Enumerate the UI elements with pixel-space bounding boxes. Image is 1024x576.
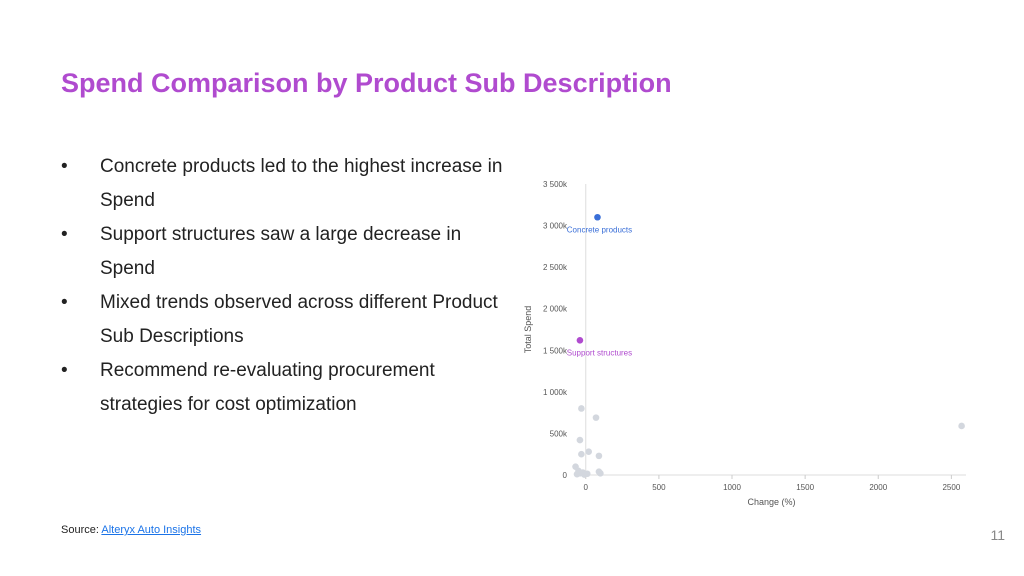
slide-title: Spend Comparison by Product Sub Descript… xyxy=(61,68,672,98)
bullet-list: • Concrete products led to the highest in… xyxy=(61,150,521,422)
point-label: Concrete products xyxy=(567,225,632,234)
data-point xyxy=(573,470,581,478)
x-tick-label: 1500 xyxy=(796,483,814,492)
data-point xyxy=(578,450,585,458)
data-point xyxy=(595,452,603,460)
y-tick-label: 3 000k xyxy=(543,222,568,231)
y-tick-label: 500k xyxy=(550,429,568,438)
x-tick-label: 0 xyxy=(584,483,589,492)
scatter-chart: 0 500k 1 000k 1 500k 2 000k 2 500k 3 000k 3 500… xyxy=(523,180,966,507)
data-point xyxy=(597,470,604,477)
page-number: 11 xyxy=(990,527,1005,543)
data-point xyxy=(585,448,592,456)
y-tick-label: 2 500k xyxy=(543,263,568,272)
y-tick-label: 0 xyxy=(563,471,568,480)
bullet-text: Support structures saw a large decrease … xyxy=(100,224,462,279)
bullet-item: • Support structures saw a large decrease… xyxy=(61,218,521,286)
point-label: Support structures xyxy=(567,348,632,357)
data-point xyxy=(958,422,965,430)
bullet-text: Mixed trends observed across different P… xyxy=(100,292,498,347)
source-note: Source: Alteryx Auto Insights xyxy=(61,524,201,536)
bullet-text: Recommend re-evaluating procurement stra… xyxy=(100,360,435,415)
bullet-item: • Mixed trends observed across different … xyxy=(61,286,521,354)
x-axis-title: Change (%) xyxy=(747,497,795,507)
y-tick-label: 3 500k xyxy=(543,180,568,189)
bullet-text: Concrete products led to the highest inc… xyxy=(100,156,503,211)
source-link[interactable]: Alteryx Auto Insights xyxy=(101,524,202,536)
bullet-marker: • xyxy=(61,292,68,313)
bullet-item: • Recommend re-evaluating procurement str… xyxy=(61,354,521,422)
bullet-marker: • xyxy=(61,360,68,381)
x-tick-label: 1000 xyxy=(723,483,741,492)
data-point xyxy=(578,405,585,412)
bullet-marker: • xyxy=(61,224,68,245)
highlight-point xyxy=(576,337,584,344)
y-tick-label: 2 000k xyxy=(543,305,568,314)
y-tick-label: 1 000k xyxy=(543,388,568,397)
x-tick-label: 500 xyxy=(652,483,666,492)
y-axis-title: Total Spend xyxy=(523,306,533,354)
highlight-point xyxy=(594,213,601,221)
x-tick-label: 2500 xyxy=(942,483,960,492)
x-tick-label: 2000 xyxy=(869,483,887,492)
source-label: Source: xyxy=(61,524,99,536)
bullet-item: • Concrete products led to the highest in… xyxy=(61,150,521,218)
data-point xyxy=(592,414,600,421)
data-point xyxy=(583,470,591,478)
bullet-marker: • xyxy=(61,156,68,177)
y-tick-label: 1 500k xyxy=(543,346,568,355)
data-point xyxy=(576,436,584,444)
